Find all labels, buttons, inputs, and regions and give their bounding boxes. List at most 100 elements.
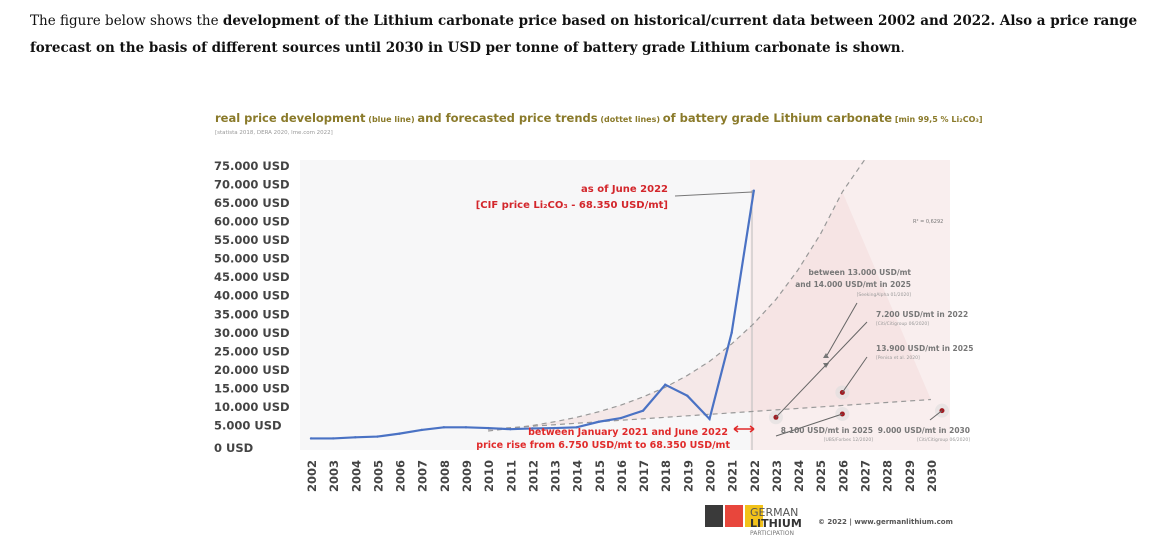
x-tick-label: 2030 — [925, 460, 939, 492]
real-price-point — [376, 435, 379, 438]
logo-flag-stripe — [725, 505, 743, 527]
trend-line-1 — [488, 159, 865, 432]
x-tick-label: 2005 — [371, 460, 385, 492]
x-tick-label: 2014 — [571, 460, 585, 492]
real-price-point — [464, 426, 468, 429]
y-tick-label: 45.000 USD — [214, 270, 290, 284]
real-price-point — [708, 417, 711, 421]
logo-line2: LITHIUM — [750, 517, 802, 530]
x-tick-label: 2019 — [681, 460, 695, 492]
x-tick-label: 2015 — [593, 460, 607, 492]
x-tick-label: 2017 — [637, 460, 651, 492]
y-tick-label: 5.000 USD — [214, 418, 282, 432]
x-tick-label: 2013 — [549, 460, 563, 492]
june-leader — [674, 191, 753, 197]
forecast-label: 7.200 USD/mt in 2022 — [876, 310, 968, 319]
y-tick-label: 40.000 USD — [214, 289, 290, 303]
rise-arrow — [733, 425, 755, 433]
range-double-arrow — [823, 353, 829, 368]
forecast-leader — [775, 321, 868, 418]
x-tick-label: 2027 — [859, 460, 873, 492]
real-price-point — [531, 427, 534, 430]
real-price-point — [575, 426, 578, 429]
forecast-source: [UBS/Forbes 12/2020] — [824, 437, 874, 443]
title-part: real price development — [215, 111, 366, 125]
forecast-source: [Citi/Citigroup 06/2020] — [917, 437, 970, 443]
y-tick-label: 60.000 USD — [214, 215, 290, 229]
y-tick-label: 50.000 USD — [214, 252, 290, 266]
x-tick-label: 2029 — [903, 460, 917, 492]
x-tick-label: 2010 — [482, 460, 496, 492]
range-annotation: and 14.000 USD/mt in 2025 — [795, 280, 911, 289]
june-annotation: as of June 2022 — [581, 184, 668, 195]
x-tick-label: 2024 — [792, 460, 806, 492]
logo-line1: GERMAN — [750, 506, 798, 519]
real-price-point — [752, 189, 755, 192]
y-tick-label: 20.000 USD — [214, 363, 290, 377]
title-part: [min 99,5 % Li₂CO₃] — [892, 115, 983, 124]
real-price-point — [597, 420, 601, 423]
x-tick-label: 2016 — [615, 460, 629, 492]
range-source: [SeekingAlpha 01/2020] — [857, 292, 912, 298]
chart-title: real price development (blue line) and f… — [215, 111, 983, 125]
forecast-leader — [929, 410, 943, 421]
y-tick-label: 10.000 USD — [214, 400, 290, 414]
y-tick-label: 65.000 USD — [214, 196, 290, 210]
forecast-source: [Citi/Citigroup 06/2020] — [876, 321, 929, 327]
y-tick-label: 35.000 USD — [214, 307, 290, 321]
x-tick-label: 2023 — [770, 460, 784, 492]
real-price-point — [398, 432, 401, 435]
range-leader — [825, 302, 858, 358]
x-tick-label: 2007 — [416, 460, 430, 492]
x-tick-label: 2002 — [305, 460, 319, 492]
x-tick-label: 2009 — [460, 460, 474, 492]
real-price-point — [686, 394, 689, 398]
title-part: and forecasted price trends — [417, 111, 597, 125]
real-price-point — [641, 409, 645, 412]
title-part: (dottet lines) — [598, 115, 663, 124]
title-part: of battery grade Lithium carbonate — [663, 111, 892, 125]
june-annotation: [CIF price Li₂CO₃ - 68.350 USD/mt] — [476, 200, 668, 211]
real-price-point — [331, 437, 335, 440]
r2-label: R² = 0,6292 — [913, 219, 943, 225]
x-tick-label: 2020 — [704, 460, 718, 492]
y-tick-label: 70.000 USD — [214, 178, 290, 192]
real-price-point — [420, 428, 423, 432]
forecast-source: [Penisa et al. 2020] — [876, 355, 920, 361]
real-price-point — [553, 426, 556, 430]
forecast-label: 13.900 USD/mt in 2025 — [876, 344, 973, 353]
logo-flag-stripe — [705, 505, 723, 527]
real-price-point — [509, 427, 512, 431]
rise-annotation: between January 2021 and June 2022 — [528, 427, 728, 438]
y-tick-label: 30.000 USD — [214, 326, 290, 340]
real-price-point — [486, 426, 490, 430]
intro-text: The figure below shows the development o… — [30, 8, 1150, 62]
x-tick-label: 2004 — [349, 460, 363, 492]
x-tick-label: 2022 — [748, 460, 762, 492]
real-price-point — [309, 437, 313, 440]
logo-line3: PARTICIPATION — [750, 530, 794, 537]
intro-part: The figure below shows the — [30, 13, 223, 29]
copyright: © 2022 | www.germanlithium.com — [818, 518, 953, 527]
title-part: (blue line) — [366, 115, 418, 124]
real-price-point — [619, 416, 623, 420]
intro-part: . — [900, 40, 905, 56]
forecast-leader — [775, 413, 843, 437]
forecast-label: 9.000 USD/mt in 2030 — [878, 426, 970, 435]
x-tick-label: 2021 — [726, 460, 740, 492]
x-tick-label: 2003 — [327, 460, 341, 492]
forecast-label: 8.100 USD/mt in 2025 — [781, 426, 873, 435]
logo-flag-stripe — [745, 505, 763, 527]
x-tick-label: 2018 — [659, 460, 673, 492]
trend-line-2 — [488, 398, 931, 430]
intro-bold: development of the Lithium carbonate pri… — [30, 13, 1138, 56]
x-tick-label: 2026 — [836, 460, 850, 492]
x-tick-label: 2008 — [438, 460, 452, 492]
x-tick-label: 2025 — [814, 460, 828, 492]
real-price-point — [354, 436, 357, 439]
real-price-point — [730, 331, 733, 334]
real-price-point — [442, 426, 446, 429]
y-tick-label: 0 USD — [214, 441, 253, 455]
x-tick-label: 2011 — [504, 460, 518, 492]
